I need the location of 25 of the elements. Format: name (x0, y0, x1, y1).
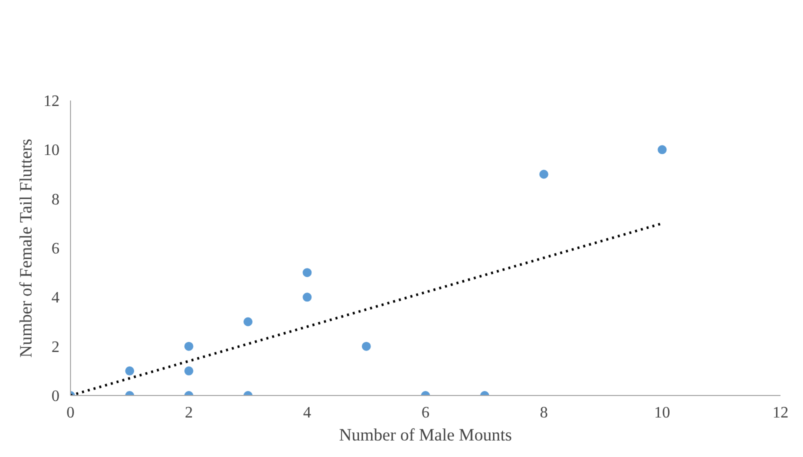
point (658, 145, 667, 154)
point (539, 170, 548, 179)
y-tick-label: 0 (52, 388, 60, 405)
x-tick-label: 8 (540, 404, 548, 422)
x-tick-label: 4 (303, 404, 312, 422)
point (125, 366, 134, 376)
point (302, 292, 312, 302)
y-tick-label: 2 (52, 338, 60, 356)
y-tick-label: 6 (52, 240, 60, 258)
point (362, 342, 371, 351)
x-tick-label: 10 (654, 404, 670, 422)
point (244, 317, 252, 326)
y-tick-label: 4 (52, 290, 60, 307)
x-tick-label: 6 (422, 404, 430, 422)
y-axis-title: Number of Female Tail Flutters (16, 138, 36, 358)
y-tick-label: 8 (52, 191, 60, 208)
point (184, 366, 194, 376)
x-tick-label: 0 (66, 404, 74, 422)
point (302, 268, 312, 278)
x-tick-label: 2 (184, 404, 193, 422)
x-axis-title: Number of Male Mounts (339, 426, 512, 444)
point (184, 342, 194, 351)
y-tick-label: 12 (44, 93, 60, 110)
x-tick-label: 12 (772, 404, 788, 422)
y-tick-label: 10 (44, 142, 60, 160)
